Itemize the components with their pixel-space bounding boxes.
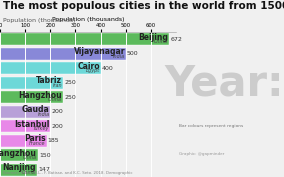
Text: China: China — [154, 39, 168, 44]
Text: Nanjing: Nanjing — [3, 163, 36, 172]
Bar — [0, 91, 63, 103]
Text: Hangzhou: Hangzhou — [18, 91, 62, 100]
Text: Sources: Baire, M.L., F. Batisse, and K.C. Seto. 2018. Demographic: Sources: Baire, M.L., F. Batisse, and K.… — [3, 171, 132, 175]
Bar — [0, 62, 101, 74]
Text: Beijing: Beijing — [138, 33, 168, 42]
Text: France: France — [29, 141, 46, 146]
Text: Gauda: Gauda — [22, 105, 49, 114]
Text: Iran: Iran — [53, 83, 62, 88]
Text: Turkey: Turkey — [33, 126, 49, 131]
Bar — [0, 77, 63, 89]
Bar — [0, 33, 169, 45]
Text: India: India — [37, 112, 49, 117]
X-axis label: Population (thousands): Population (thousands) — [52, 17, 124, 22]
Text: 400: 400 — [102, 66, 114, 71]
Text: 250: 250 — [64, 80, 76, 85]
Bar — [0, 48, 126, 60]
Text: 200: 200 — [52, 124, 63, 129]
Bar — [0, 120, 50, 132]
Text: 200: 200 — [52, 109, 63, 114]
Text: Guangzhou: Guangzhou — [0, 149, 37, 158]
Text: 150: 150 — [39, 153, 51, 158]
Text: Graphic: @gapminder: Graphic: @gapminder — [179, 152, 224, 156]
Text: Vijayanagar: Vijayanagar — [74, 47, 125, 56]
Text: 250: 250 — [64, 95, 76, 100]
Text: Population (thousands): Population (thousands) — [3, 18, 75, 23]
Text: 147: 147 — [38, 167, 50, 172]
Text: Istanbul: Istanbul — [14, 120, 49, 129]
Text: Egypt: Egypt — [86, 68, 100, 73]
Text: 672: 672 — [170, 37, 182, 42]
Text: China: China — [48, 97, 62, 102]
Bar — [0, 164, 37, 176]
Bar — [0, 106, 50, 118]
Text: Year: 1500: Year: 1500 — [165, 64, 284, 106]
Bar — [0, 149, 38, 161]
Text: 500: 500 — [127, 51, 139, 56]
Text: China: China — [22, 170, 36, 175]
Text: Cairo: Cairo — [77, 62, 100, 71]
Text: The most populous cities in the world from 1500 to 2018: The most populous cities in the world fr… — [3, 1, 284, 11]
Text: Tabriz: Tabriz — [36, 76, 62, 85]
Text: Bar colours represent regions: Bar colours represent regions — [179, 124, 243, 128]
Text: 185: 185 — [48, 138, 59, 143]
Text: India: India — [113, 54, 125, 59]
Text: Paris: Paris — [24, 134, 46, 143]
Text: China: China — [23, 155, 37, 160]
Bar — [0, 135, 47, 147]
